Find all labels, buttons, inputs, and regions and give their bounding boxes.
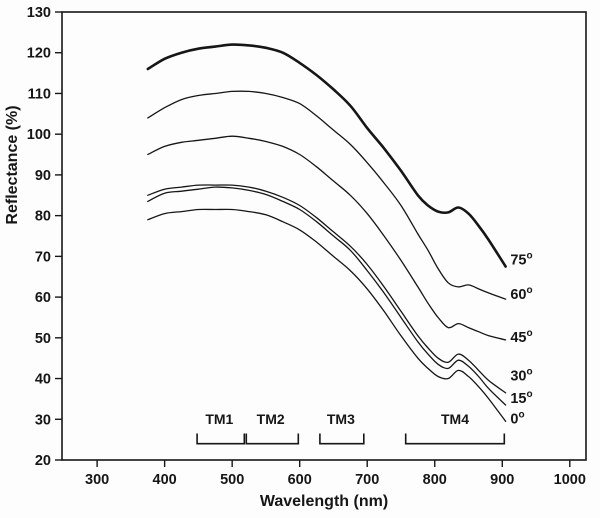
y-axis-title: Reflectance (%) bbox=[4, 105, 21, 224]
curve-45deg bbox=[147, 135, 507, 341]
x-tick-label: 400 bbox=[153, 472, 177, 488]
x-tick-label: 900 bbox=[490, 472, 514, 488]
angle-label-30deg: 30o bbox=[510, 367, 532, 385]
y-tick-label: 90 bbox=[35, 168, 51, 184]
curve-75deg bbox=[146, 43, 507, 268]
y-tick-label: 50 bbox=[35, 331, 51, 347]
x-tick-label: 800 bbox=[423, 472, 447, 488]
y-tick-label: 60 bbox=[35, 290, 51, 306]
y-tick-label: 40 bbox=[35, 372, 51, 388]
x-tick-label: 300 bbox=[85, 472, 109, 488]
band-label-TM2: TM2 bbox=[257, 411, 285, 427]
y-tick-label: 120 bbox=[27, 46, 51, 62]
band-bracket-TM3 bbox=[319, 433, 365, 445]
curve-60deg bbox=[147, 90, 507, 300]
y-tick-label: 20 bbox=[35, 453, 51, 469]
y-tick-label: 30 bbox=[35, 412, 51, 428]
band-label-TM4: TM4 bbox=[441, 411, 469, 427]
y-tick-label: 80 bbox=[35, 209, 51, 225]
x-tick-label: 700 bbox=[355, 472, 379, 488]
y-tick-label: 100 bbox=[27, 127, 51, 143]
band-bracket-TM4 bbox=[404, 433, 506, 445]
y-tick-label: 70 bbox=[35, 249, 51, 265]
curve-30deg bbox=[147, 184, 507, 394]
angle-label-45deg: 45o bbox=[510, 328, 532, 346]
angle-label-15deg: 15o bbox=[510, 389, 532, 407]
x-axis-title: Wavelength (nm) bbox=[260, 493, 388, 510]
curve-15deg bbox=[147, 186, 507, 406]
x-tick-label: 500 bbox=[220, 472, 244, 488]
band-label-TM1: TM1 bbox=[205, 411, 233, 427]
x-tick-label: 600 bbox=[288, 472, 312, 488]
angle-label-0deg: 0o bbox=[510, 409, 524, 427]
y-tick-label: 130 bbox=[27, 5, 51, 21]
curve-0deg bbox=[147, 208, 507, 422]
angle-label-60deg: 60o bbox=[510, 285, 532, 303]
band-bracket-TM2 bbox=[245, 433, 300, 445]
band-bracket-TM1 bbox=[196, 433, 246, 445]
y-tick-label: 110 bbox=[28, 86, 51, 102]
band-label-TM3: TM3 bbox=[327, 411, 355, 427]
plot-frame bbox=[61, 11, 587, 461]
x-tick-label: 1000 bbox=[554, 472, 586, 488]
angle-label-75deg: 75o bbox=[510, 251, 532, 269]
